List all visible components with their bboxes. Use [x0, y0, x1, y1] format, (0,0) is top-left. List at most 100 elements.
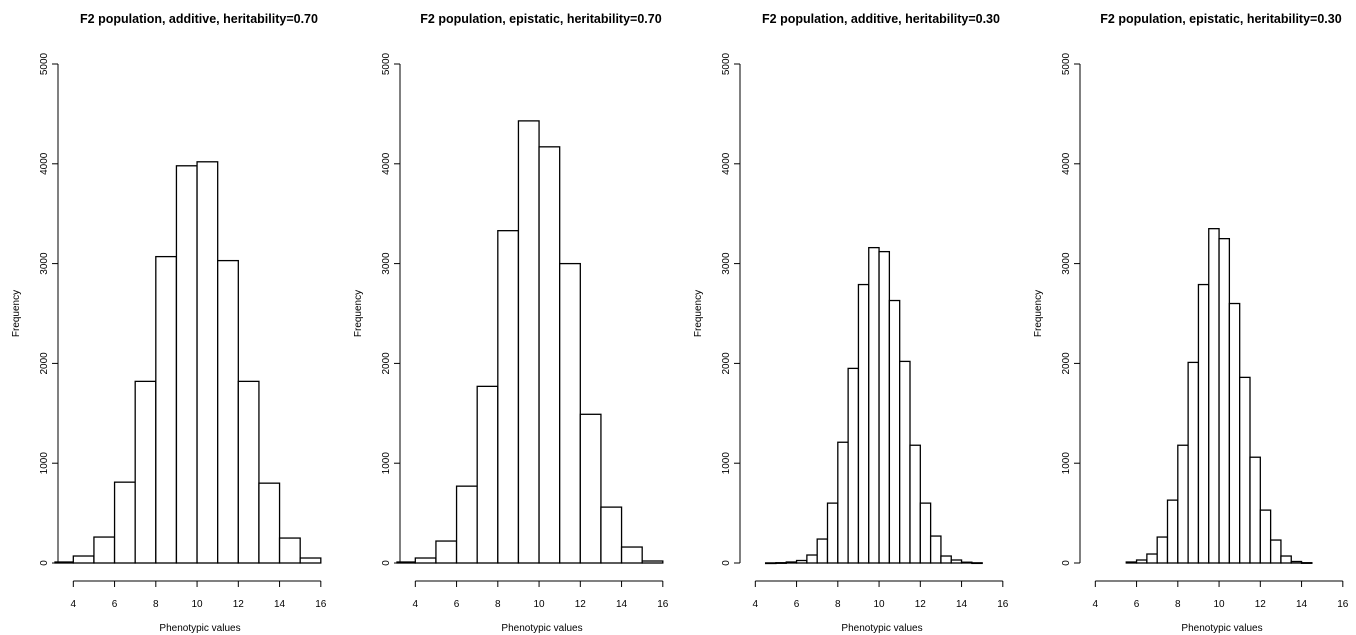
histogram-bar	[113, 481, 136, 564]
x-tick-label: 4	[413, 599, 419, 610]
panel-title: F2 population, epistatic, heritability=0…	[1100, 12, 1341, 26]
x-tick-label: 8	[153, 599, 159, 610]
histogram-bar	[579, 413, 602, 564]
y-tick-label: 1000	[721, 452, 732, 475]
y-tick-label: 3000	[39, 252, 50, 275]
histogram-bar	[899, 360, 911, 564]
histogram-bar	[1300, 562, 1313, 564]
histogram-bar	[258, 482, 281, 564]
histogram-bar	[414, 557, 437, 564]
y-tick-label: 3000	[381, 252, 392, 275]
histogram-bar	[517, 120, 540, 564]
histogram-bar	[909, 444, 921, 564]
y-tick-label: 2000	[721, 352, 732, 375]
histogram-bar	[134, 380, 157, 564]
histogram-bar	[1146, 553, 1158, 564]
histogram-bar	[785, 561, 798, 564]
x-tick-label: 8	[1175, 599, 1181, 610]
y-tick-label: 5000	[381, 52, 392, 75]
x-tick-label: 14	[956, 599, 968, 610]
y-tick-label: 5000	[39, 52, 50, 75]
y-tick-label: 1000	[381, 452, 392, 475]
histogram-bar	[396, 561, 416, 564]
histogram-bar	[641, 560, 664, 564]
y-tick-label: 2000	[381, 352, 392, 375]
y-tick-label: 0	[721, 560, 732, 566]
histogram-panel-1: F2 population, additive, heritability=0.…	[11, 12, 327, 634]
histogram-bar	[538, 146, 561, 564]
histogram-bar	[1187, 361, 1200, 564]
y-tick-label: 4000	[39, 152, 50, 175]
histogram-bar	[72, 555, 95, 564]
y-axis-label: Frequency	[353, 290, 364, 337]
y-tick-label: 0	[1061, 560, 1072, 566]
x-tick-label: 4	[753, 599, 759, 610]
histogram-bar	[1135, 559, 1148, 564]
histogram-bar	[764, 562, 777, 565]
y-axis-label: Frequency	[693, 290, 704, 337]
y-axis-label: Frequency	[11, 290, 22, 337]
y-tick-label: 5000	[721, 52, 732, 75]
y-tick-label: 1000	[1061, 452, 1072, 475]
histogram-bar	[775, 562, 787, 564]
x-tick-label: 10	[874, 599, 886, 610]
y-tick-label: 0	[381, 560, 392, 566]
x-axis-label: Phenotypic values	[841, 623, 922, 634]
x-tick-label: 10	[192, 599, 204, 610]
x-tick-label: 16	[1337, 599, 1349, 610]
histogram-bar	[1249, 456, 1261, 564]
histogram-bar	[919, 502, 932, 564]
y-axis-label: Frequency	[1033, 290, 1044, 337]
histogram-bar	[1259, 509, 1272, 564]
histogram-bar	[950, 559, 963, 564]
x-tick-label: 16	[657, 599, 669, 610]
y-tick-label: 2000	[39, 352, 50, 375]
histogram-bar	[237, 380, 260, 564]
histogram-panel-2: F2 population, epistatic, heritability=0…	[353, 12, 669, 634]
histogram-bar	[1290, 560, 1303, 564]
histogram-bar	[1208, 228, 1220, 564]
histogram-bar	[940, 555, 952, 564]
histogram-bar	[196, 161, 219, 564]
y-tick-label: 4000	[381, 152, 392, 175]
x-tick-label: 12	[575, 599, 587, 610]
histogram-bar	[155, 255, 178, 564]
x-tick-label: 4	[71, 599, 77, 610]
panel-title: F2 population, additive, heritability=0.…	[762, 12, 1000, 26]
histogram-bar	[497, 230, 520, 564]
histogram-bar	[1177, 444, 1189, 564]
y-tick-label: 4000	[1061, 152, 1072, 175]
histogram-bar	[847, 367, 860, 564]
x-tick-label: 8	[495, 599, 501, 610]
x-tick-label: 6	[794, 599, 800, 610]
histogram-bar	[806, 554, 818, 564]
histogram-bar	[175, 165, 198, 564]
x-tick-label: 12	[1255, 599, 1267, 610]
histogram-bar	[826, 502, 839, 564]
x-tick-label: 6	[454, 599, 460, 610]
histogram-bar	[455, 485, 478, 564]
histogram-bar	[278, 537, 301, 564]
histogram-bar	[1166, 499, 1179, 564]
x-tick-label: 8	[835, 599, 841, 610]
x-tick-label: 16	[997, 599, 1009, 610]
x-tick-label: 6	[1134, 599, 1140, 610]
x-tick-label: 12	[915, 599, 927, 610]
histogram-panel-4: F2 population, epistatic, heritability=0…	[1033, 12, 1349, 634]
histogram-bar	[435, 540, 458, 564]
x-tick-label: 14	[1296, 599, 1308, 610]
histogram-bar	[960, 561, 973, 564]
x-axis-label: Phenotypic values	[1181, 623, 1262, 634]
x-tick-label: 14	[616, 599, 628, 610]
x-tick-label: 16	[315, 599, 327, 610]
histogram-bar	[929, 535, 942, 564]
histogram-bar	[217, 259, 239, 564]
histogram-bar	[600, 506, 623, 564]
histogram-bar	[888, 299, 901, 564]
histogram-bar	[1218, 237, 1231, 564]
histogram-bar	[878, 250, 891, 564]
histogram-bar	[1156, 536, 1169, 564]
histogram-bar	[971, 562, 983, 565]
y-tick-label: 5000	[1061, 52, 1072, 75]
